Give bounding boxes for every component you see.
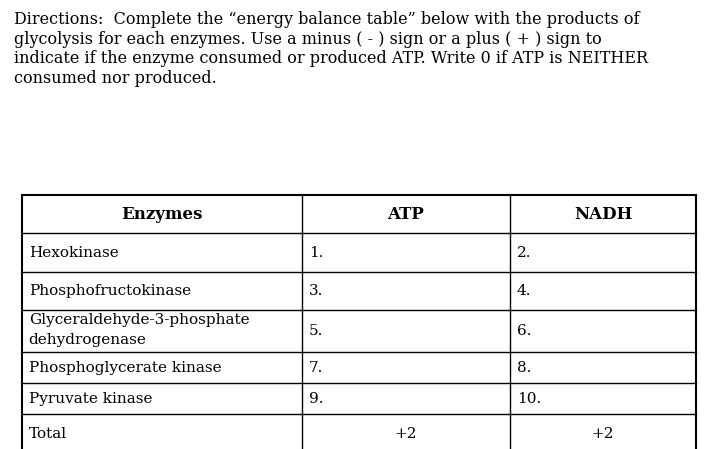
Text: dehydrogenase: dehydrogenase bbox=[29, 333, 146, 347]
Text: NADH: NADH bbox=[574, 206, 633, 223]
Text: 7.: 7. bbox=[309, 361, 323, 375]
Text: 8.: 8. bbox=[517, 361, 531, 375]
Text: Hexokinase: Hexokinase bbox=[29, 246, 118, 260]
Text: Pyruvate kinase: Pyruvate kinase bbox=[29, 392, 152, 406]
Text: 1.: 1. bbox=[309, 246, 323, 260]
Bar bbox=[22, 195, 696, 449]
Text: Glyceraldehyde-3-phosphate: Glyceraldehyde-3-phosphate bbox=[29, 313, 249, 327]
Text: Total: Total bbox=[29, 427, 67, 441]
Text: 6.: 6. bbox=[517, 324, 531, 338]
Text: Enzymes: Enzymes bbox=[121, 206, 202, 223]
Text: 3.: 3. bbox=[309, 284, 323, 298]
Text: 10.: 10. bbox=[517, 392, 541, 406]
Text: +2: +2 bbox=[592, 427, 615, 441]
Text: Phosphofructokinase: Phosphofructokinase bbox=[29, 284, 191, 298]
Text: ATP: ATP bbox=[387, 206, 424, 223]
Text: 4.: 4. bbox=[517, 284, 531, 298]
Text: +2: +2 bbox=[394, 427, 417, 441]
Text: 9.: 9. bbox=[309, 392, 323, 406]
Text: 2.: 2. bbox=[517, 246, 531, 260]
Text: Phosphoglycerate kinase: Phosphoglycerate kinase bbox=[29, 361, 221, 375]
Text: 5.: 5. bbox=[309, 324, 323, 338]
Text: Directions:  Complete the “energy balance table” below with the products of
glyc: Directions: Complete the “energy balance… bbox=[14, 11, 648, 87]
